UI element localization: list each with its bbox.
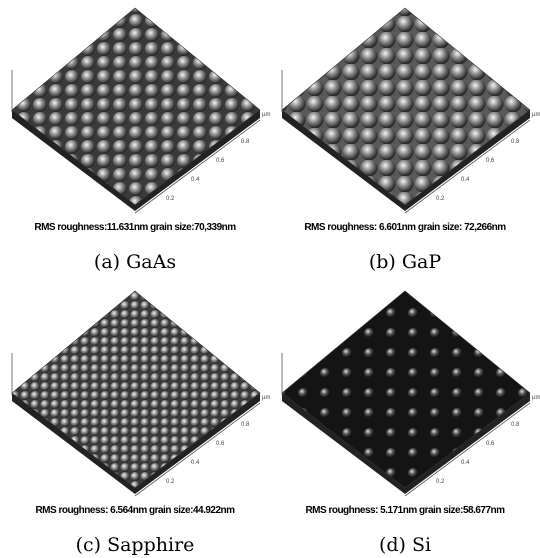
axis-tick: 0.2 [436,479,445,485]
axis-tick: 0.4 [191,177,200,183]
caption: (b) GaP [369,251,442,273]
axis-tick: 0.8 [511,139,520,145]
axis-tick: 0.4 [461,177,470,183]
afm-surface [12,8,260,205]
axis-tick: 0.2 [436,196,445,202]
caption: (c) Sapphire [76,534,195,556]
axis-tick: 0.6 [216,158,225,164]
afm-surface [12,291,260,488]
stats-label: RMS roughness:11.631nm grain size:70,339… [34,222,236,233]
axis-tick: 0.6 [486,441,495,447]
afm-panel: 0.2 0.4 0.6 0.8 µm RMS roughness:11.631nm gra… [12,8,270,273]
axis-unit: µm [532,112,540,118]
axis-tick: 0.6 [486,158,495,164]
afm-panel: 0.2 0.4 0.6 0.8 µm RMS roughness: 6.564nm gra… [12,291,270,556]
stats-label: RMS roughness: 6.564nm grain size:44.922… [35,505,235,516]
axis-tick: 0.2 [166,479,175,485]
axis-tick: 0.8 [511,422,520,428]
caption: (d) Si [379,534,431,556]
axis-tick: 0.8 [241,139,250,145]
axis-tick: 0.2 [166,196,175,202]
axis-tick: 0.6 [216,441,225,447]
axis-unit: µm [262,395,270,401]
stats-label: RMS roughness: 5.171nm grain size:58.677… [305,505,505,516]
axis-unit: µm [532,395,540,401]
stats-label: RMS roughness: 6.601nm grain size: 72,26… [304,222,506,233]
afm-panel: 0.2 0.4 0.6 0.8 µm RMS roughness: 6.601nm gra… [282,8,540,273]
figure: 0.2 0.4 0.6 0.8 µm RMS roughness:11.631nm gra… [0,0,540,558]
axis-tick: 0.4 [191,460,200,466]
axis-unit: µm [262,112,270,118]
axis-tick: 0.8 [241,422,250,428]
afm-surface [282,8,530,205]
caption: (a) GaAs [94,251,176,273]
page: {"panels": [ {"caption": "(a) GaAs", "st… [0,0,540,558]
axis-tick: 0.4 [461,460,470,466]
afm-panel: 0.2 0.4 0.6 0.8 µm RMS roughness: 5.171nm gra… [282,291,540,556]
afm-surface [282,291,530,488]
